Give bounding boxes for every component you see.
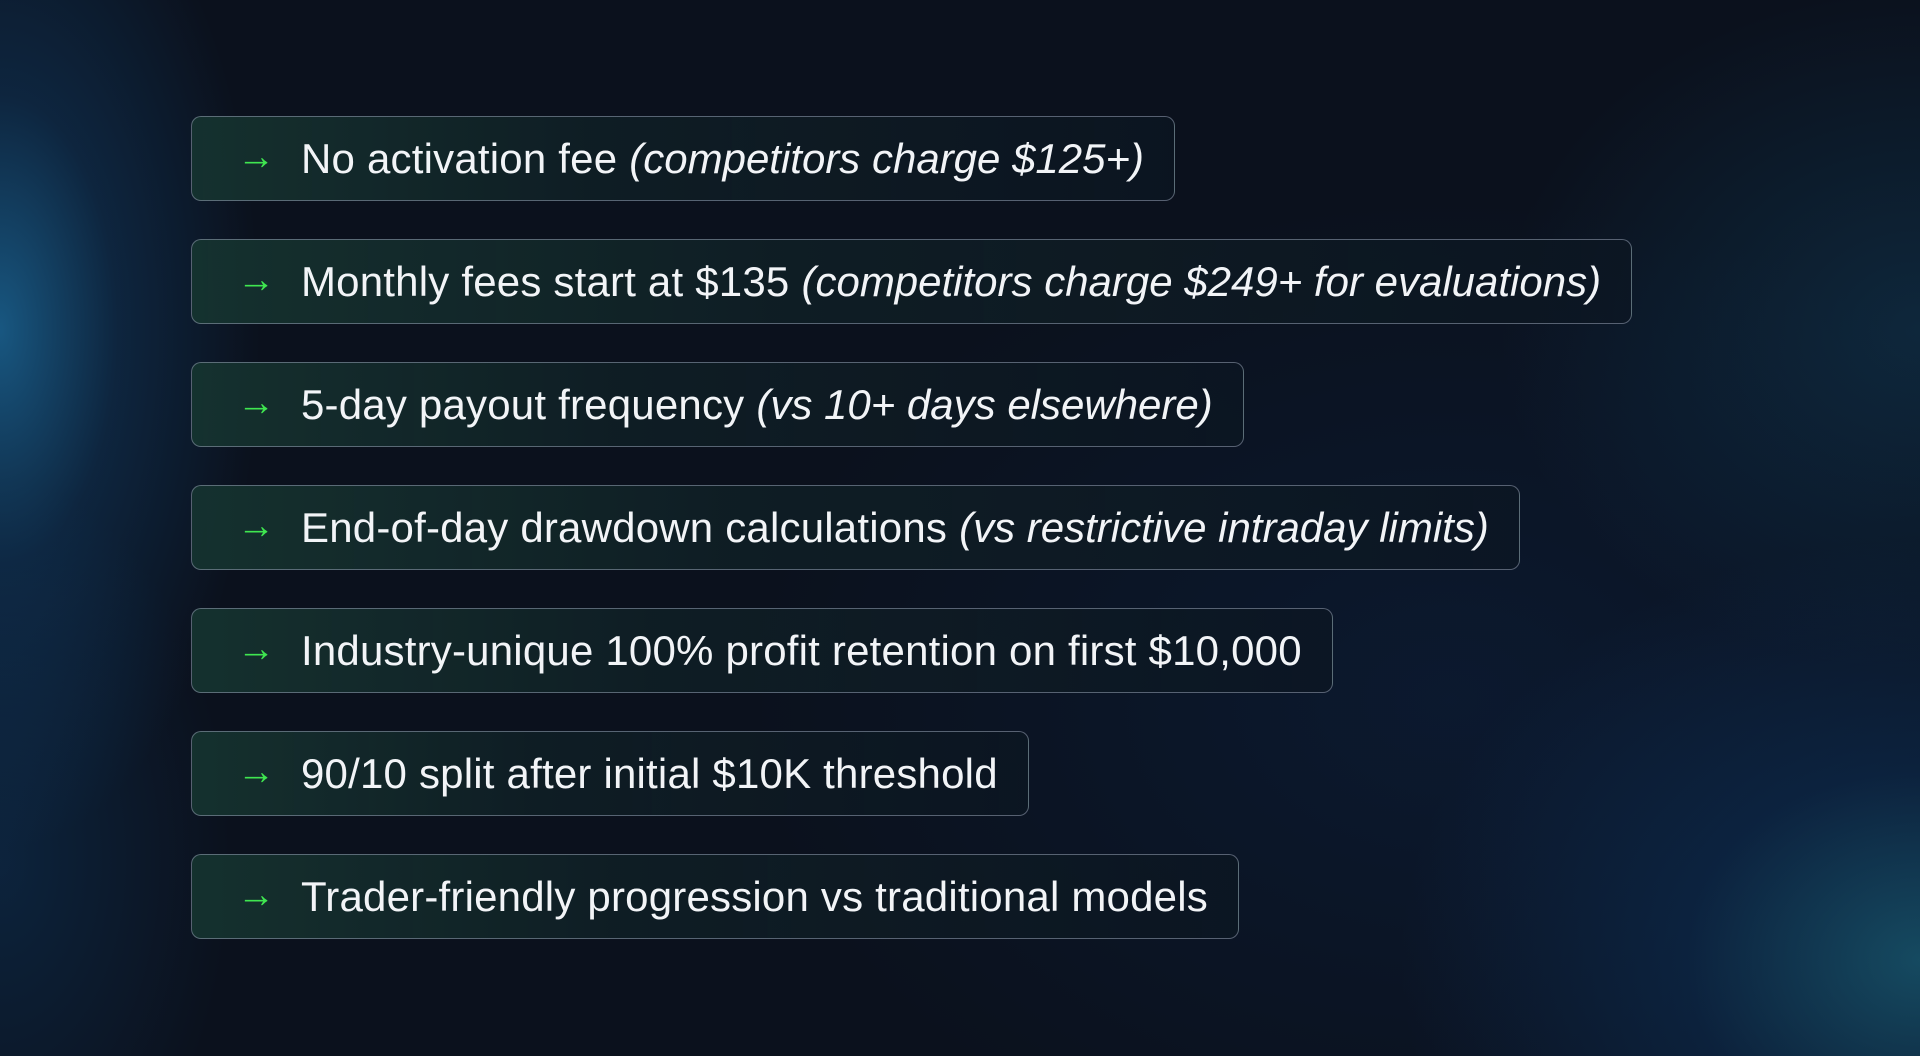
arrow-right-icon: → [237, 504, 275, 547]
arrow-right-icon: → [237, 627, 275, 670]
item-text: 90/10 split after initial $10K threshold [301, 749, 998, 797]
item-text: 5-day payout frequency [301, 380, 745, 428]
item-text: No activation fee [301, 134, 618, 182]
arrow-right-icon: → [237, 135, 275, 178]
arrow-right-icon: → [237, 750, 275, 793]
item-text: Monthly fees start at $135 [301, 257, 790, 305]
list-item: → 5-day payout frequency (vs 10+ days el… [191, 362, 1244, 447]
arrow-right-icon: → [237, 258, 275, 301]
list-item: → Industry-unique 100% profit retention … [191, 608, 1333, 693]
item-note: (vs restrictive intraday limits) [959, 503, 1489, 551]
list-item: → Trader-friendly progression vs traditi… [191, 854, 1239, 939]
list-item: → No activation fee (competitors charge … [191, 116, 1176, 201]
item-note: (vs 10+ days elsewhere) [756, 380, 1213, 428]
feature-list: → No activation fee (competitors charge … [191, 116, 1633, 977]
list-item: → 90/10 split after initial $10K thresho… [191, 731, 1029, 816]
arrow-right-icon: → [237, 381, 275, 424]
item-text: Industry-unique 100% profit retention on… [301, 626, 1302, 674]
list-item: → End-of-day drawdown calculations (vs r… [191, 485, 1520, 570]
arrow-right-icon: → [237, 873, 275, 916]
list-item: → Monthly fees start at $135 (competitor… [191, 239, 1633, 324]
item-text: Trader-friendly progression vs tradition… [301, 872, 1208, 920]
item-note: (competitors charge $249+ for evaluation… [801, 257, 1602, 305]
item-text: End-of-day drawdown calculations [301, 503, 948, 551]
item-note: (competitors charge $125+) [629, 134, 1145, 182]
